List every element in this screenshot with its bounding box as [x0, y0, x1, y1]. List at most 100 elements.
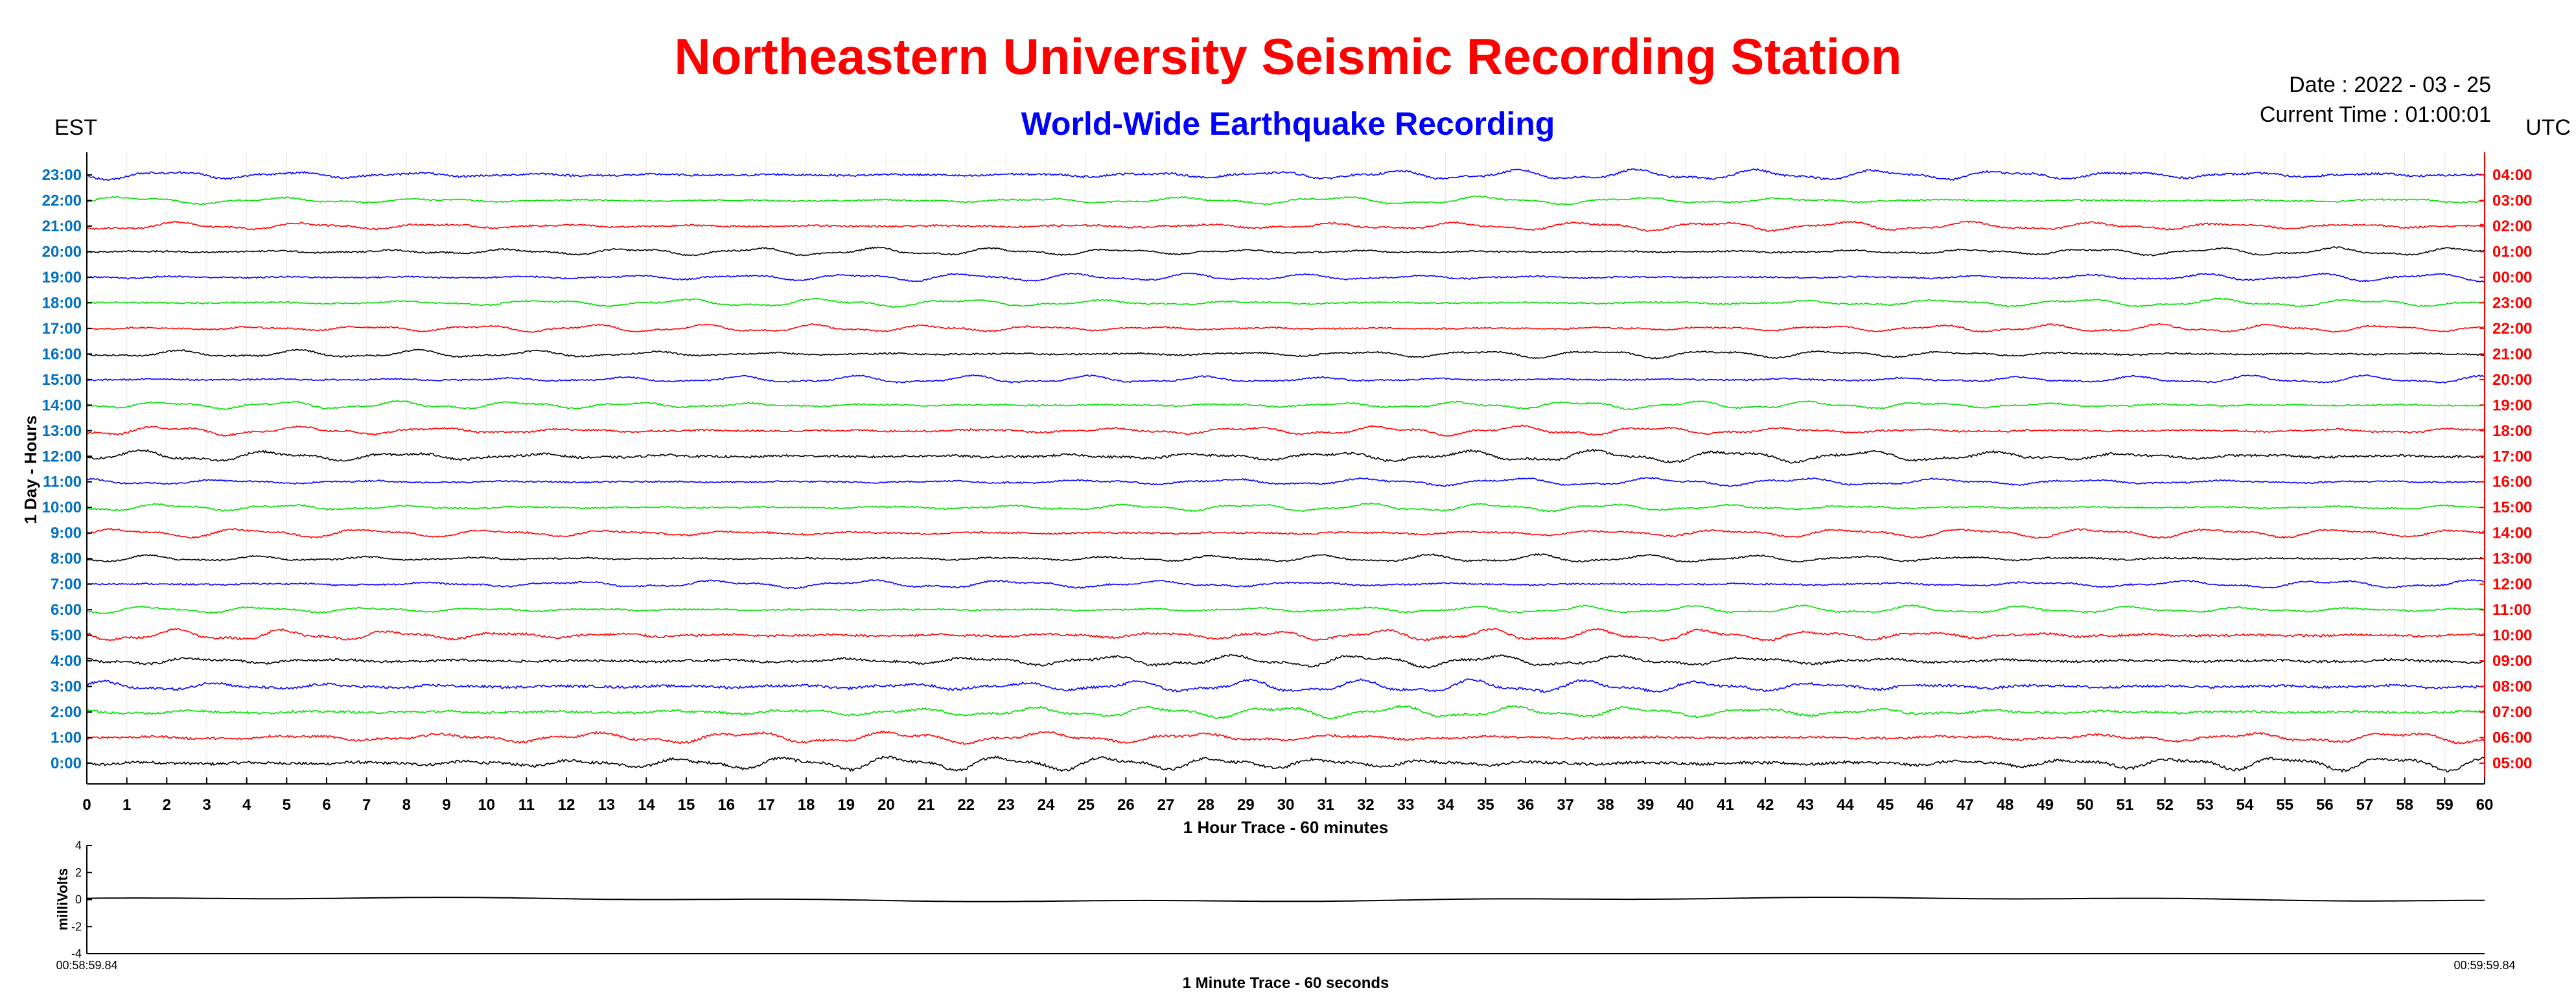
minute-trace-start-time: 00:58:59.84	[56, 959, 117, 972]
x-tick-label: 14	[638, 796, 655, 814]
utc-hour-label: 18:00	[2492, 422, 2532, 440]
utc-hour-label: 06:00	[2492, 729, 2532, 747]
x-tick-label: 42	[1757, 796, 1774, 814]
hour-trace	[86, 400, 2485, 411]
hour-trace	[86, 246, 2485, 257]
est-hour-label: 14:00	[42, 396, 82, 414]
est-hour-label: 18:00	[42, 294, 82, 312]
helicorder-x-axis-title: 1 Hour Trace - 60 minutes	[1183, 818, 1388, 837]
x-tick-label: 10	[478, 796, 495, 814]
hour-trace	[86, 501, 2485, 512]
utc-hour-label: 12:00	[2492, 576, 2532, 593]
hour-trace	[86, 448, 2485, 464]
x-tick-label: 35	[1477, 796, 1494, 814]
est-hour-label: 7:00	[51, 576, 82, 593]
minute-y-tick-label: -2	[71, 920, 82, 933]
x-tick-label: 41	[1717, 796, 1734, 814]
x-tick-label: 52	[2156, 796, 2174, 814]
x-tick-label: 2	[163, 796, 171, 814]
x-tick-label: 59	[2436, 796, 2454, 814]
page-title: Northeastern University Seismic Recordin…	[674, 28, 1902, 85]
x-tick-label: 55	[2276, 796, 2293, 814]
x-tick-label: 26	[1117, 796, 1135, 814]
x-tick-label: 37	[1557, 796, 1574, 814]
utc-hour-label: 09:00	[2492, 652, 2532, 670]
x-tick-label: 47	[1956, 796, 1974, 814]
minute-y-tick-label: -4	[71, 947, 82, 960]
hour-trace	[86, 704, 2485, 720]
chart-subtitle: World-Wide Earthquake Recording	[1021, 106, 1555, 142]
est-hour-label: 4:00	[51, 652, 82, 670]
est-hour-label: 5:00	[51, 627, 82, 645]
minute-trace-end-time: 00:59:59.84	[2454, 959, 2515, 972]
utc-hour-label: 00:00	[2492, 269, 2532, 286]
utc-hour-label: 11:00	[2492, 601, 2531, 619]
utc-hour-axis: 05:00 06:00 07:00 08:00 09:00 10:00 11:00 12:00…	[2479, 166, 2532, 772]
x-tick-label: 20	[877, 796, 895, 814]
date-readout: Date : 2022 - 03 - 25	[2289, 73, 2491, 97]
x-tick-label: 28	[1197, 796, 1214, 814]
x-tick-label: 25	[1077, 796, 1095, 814]
hour-trace	[86, 627, 2485, 642]
x-tick-label: 36	[1517, 796, 1535, 814]
est-hour-label: 21:00	[42, 218, 82, 235]
est-hour-label: 15:00	[42, 371, 82, 389]
utc-hour-label: 23:00	[2492, 294, 2532, 312]
hour-trace	[86, 374, 2485, 384]
x-tick-label: 57	[2356, 796, 2374, 814]
x-tick-label: 0	[82, 796, 91, 814]
hour-trace	[86, 654, 2485, 669]
x-tick-label: 33	[1397, 796, 1415, 814]
utc-hour-label: 05:00	[2492, 755, 2532, 772]
est-hour-label: 9:00	[51, 525, 82, 542]
hour-trace	[86, 579, 2485, 590]
utc-hour-label: 07:00	[2492, 704, 2532, 721]
utc-hour-label: 13:00	[2492, 550, 2532, 568]
x-tick-label: 29	[1237, 796, 1255, 814]
x-tick-label: 13	[598, 796, 615, 814]
hour-trace	[86, 272, 2485, 283]
est-hour-label: 6:00	[51, 601, 82, 619]
x-tick-label: 11	[518, 796, 535, 814]
hour-trace	[86, 678, 2485, 693]
x-tick-label: 17	[758, 796, 775, 814]
hour-trace	[86, 553, 2485, 563]
hour-trace	[86, 476, 2485, 487]
x-tick-label: 54	[2236, 796, 2254, 814]
hour-trace	[86, 297, 2485, 308]
est-hour-label: 11:00	[43, 474, 82, 491]
x-tick-label: 12	[558, 796, 575, 814]
x-tick-label: 8	[402, 796, 411, 814]
helicorder-traces	[86, 168, 2485, 773]
x-tick-label: 44	[1837, 796, 1854, 814]
hour-trace	[86, 195, 2485, 206]
utc-hour-label: 14:00	[2492, 525, 2532, 542]
x-tick-label: 5	[283, 796, 291, 814]
x-tick-label: 15	[678, 796, 695, 814]
utc-hour-label: 10:00	[2492, 627, 2532, 645]
x-tick-label: 1	[122, 796, 131, 814]
hour-trace	[86, 349, 2485, 360]
hour-trace	[86, 323, 2485, 333]
minute-y-tick-label: 2	[75, 866, 82, 879]
est-hour-label: 3:00	[51, 678, 82, 696]
minute-trace-frame	[86, 845, 2485, 954]
est-hour-label: 13:00	[42, 422, 82, 440]
est-zone-label: EST	[54, 115, 98, 140]
est-hour-label: 2:00	[51, 704, 82, 721]
x-tick-label: 16	[717, 796, 735, 814]
utc-hour-label: 04:00	[2492, 166, 2532, 184]
x-tick-label: 31	[1317, 796, 1334, 814]
x-tick-label: 18	[798, 796, 815, 814]
est-hour-axis: 0:00 1:00 2:00 3:00 4:00 5:00 6:00 7:00 8:00 9:00…	[42, 166, 92, 772]
est-hour-label: 0:00	[51, 755, 82, 772]
x-tick-label: 4	[242, 796, 251, 814]
x-tick-label: 60	[2476, 796, 2494, 814]
current-time-readout: Current Time : 01:00:01	[2259, 102, 2491, 127]
x-tick-label: 23	[997, 796, 1015, 814]
x-tick-label: 27	[1157, 796, 1175, 814]
est-hour-label: 12:00	[42, 448, 82, 465]
helicorder-y-axis-title: 1 Day - Hours	[21, 415, 40, 524]
hour-trace	[86, 220, 2485, 233]
